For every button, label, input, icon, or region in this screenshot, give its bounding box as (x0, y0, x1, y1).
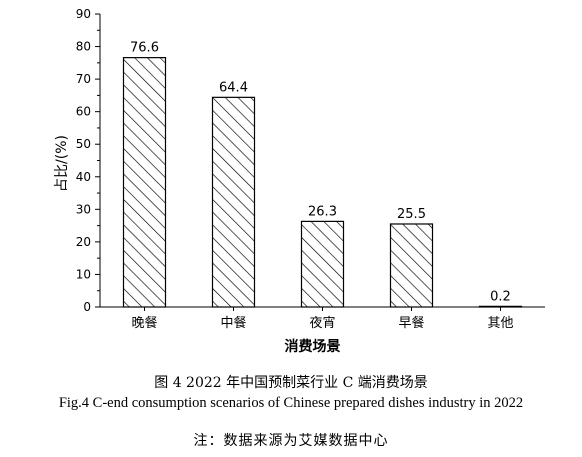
y-tick-label: 30 (76, 202, 91, 216)
bar (122, 57, 167, 308)
y-tick-label: 10 (76, 267, 91, 281)
y-tick-label: 70 (76, 72, 91, 86)
bar-value-label: 0.2 (490, 289, 511, 304)
y-axis-title: 占比/(%) (54, 135, 70, 192)
y-tick-label: 60 (76, 105, 91, 119)
bar (478, 305, 523, 308)
bar-value-label: 76.6 (130, 41, 159, 56)
x-tick-label: 早餐 (398, 315, 424, 331)
bar-chart: 0 10 20 30 40 50 60 70 80 90 76.6 晚餐 64.4 中餐 26.3 夜宵 25.… (54, 7, 545, 355)
figure-caption-zh: 图 4 2022 年中国预制菜行业 C 端消费场景 (154, 375, 428, 391)
bar (300, 220, 345, 308)
y-tick-label: 20 (76, 235, 91, 249)
y-tick-label: 0 (83, 300, 91, 314)
x-tick-label: 夜宵 (309, 315, 335, 331)
x-axis-title: 消费场景 (285, 338, 341, 355)
bar (211, 96, 256, 308)
figure-caption-en: Fig.4 C-end consumption scenarios of Chi… (58, 395, 524, 411)
y-tick-label: 40 (76, 170, 91, 184)
x-tick-label: 其他 (487, 316, 513, 331)
y-tick-label: 80 (76, 40, 91, 54)
source-note: 注：数据来源为艾媒数据中心 (193, 433, 389, 449)
x-tick-label: 晚餐 (131, 315, 157, 331)
bar-value-label: 25.5 (397, 207, 426, 222)
y-tick-label: 90 (76, 7, 91, 21)
y-tick-label: 50 (76, 137, 91, 151)
x-tick-label: 中餐 (220, 315, 246, 331)
bar (389, 223, 434, 308)
bar-value-label: 26.3 (308, 204, 337, 219)
bar-value-label: 64.4 (219, 80, 248, 95)
